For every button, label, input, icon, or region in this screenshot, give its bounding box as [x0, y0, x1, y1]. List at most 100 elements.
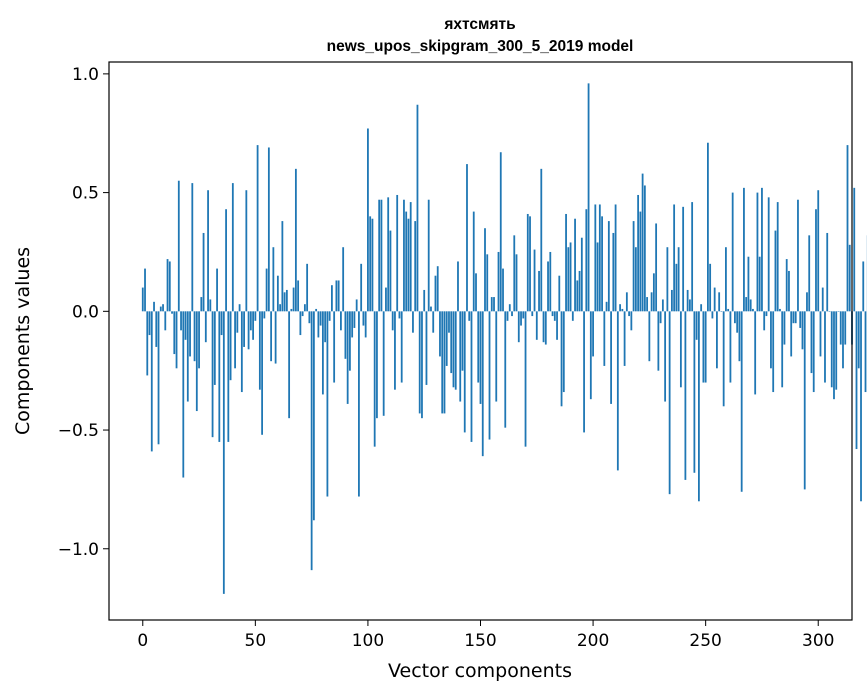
bar-251 — [707, 142, 709, 312]
bar-77 — [315, 308, 318, 312]
bar-219 — [634, 247, 637, 312]
bar-307 — [833, 311, 835, 400]
bar-116 — [403, 199, 405, 312]
bar-272 — [754, 311, 757, 395]
bar-186 — [560, 311, 563, 407]
bar-296 — [808, 235, 811, 312]
bar-58 — [272, 247, 275, 312]
bar-32 — [213, 311, 216, 385]
bar-84 — [331, 285, 333, 312]
x-axis-ticks: 0 50 100 150 200 250 300 — [137, 620, 834, 651]
bar-115 — [400, 311, 403, 383]
bar-78 — [317, 311, 320, 338]
bar-65 — [288, 311, 291, 419]
bar-228 — [655, 223, 658, 312]
bar-225 — [648, 311, 651, 362]
bar-82 — [326, 311, 329, 497]
bar-24 — [195, 311, 198, 412]
bar-237 — [675, 263, 678, 312]
bar-62 — [281, 221, 284, 312]
bar-93 — [351, 311, 354, 338]
bar-300 — [817, 190, 820, 312]
bar-165 — [513, 235, 516, 312]
bar-28 — [204, 311, 207, 343]
bar-276 — [763, 311, 766, 331]
bar-178 — [542, 311, 545, 343]
bar-166 — [515, 254, 518, 312]
bar-27 — [202, 232, 205, 312]
bar-197 — [585, 209, 588, 312]
bar-113 — [396, 194, 399, 312]
bar-36 — [222, 311, 225, 594]
bar-159 — [499, 152, 502, 312]
bar-230 — [659, 311, 662, 324]
bar-45 — [243, 311, 245, 347]
bar-215 — [625, 292, 628, 312]
x-tick-label: 200 — [577, 631, 609, 651]
bar-213 — [621, 308, 624, 312]
x-tick-label: 300 — [802, 631, 834, 651]
bar-172 — [529, 216, 531, 312]
bar-38 — [227, 311, 230, 442]
bar-54 — [263, 311, 266, 319]
bar-95 — [355, 299, 358, 312]
bar-208 — [610, 311, 612, 404]
bar-192 — [574, 218, 576, 312]
bar-127 — [427, 199, 430, 312]
bar-143 — [463, 311, 466, 433]
bar-163 — [508, 304, 511, 312]
bar-239 — [679, 311, 682, 388]
bar-180 — [547, 261, 549, 312]
bar-277 — [765, 311, 768, 317]
bar-34 — [218, 311, 221, 442]
bar-248 — [700, 304, 703, 312]
bar-242 — [686, 289, 689, 312]
bar-157 — [495, 311, 498, 402]
bar-150 — [479, 311, 482, 404]
bar-241 — [684, 311, 687, 480]
bar-294 — [803, 311, 806, 490]
bar-196 — [583, 311, 585, 433]
bar-175 — [535, 311, 538, 340]
bar-271 — [752, 308, 754, 312]
bar-281 — [774, 230, 777, 312]
bar-80 — [321, 311, 324, 395]
bar-232 — [664, 311, 667, 402]
bar-302 — [821, 287, 824, 312]
bar-253 — [711, 311, 714, 319]
bar-170 — [524, 311, 527, 447]
bar-7 — [157, 311, 160, 445]
y-axis-ticks: −1.0 −0.5 0.0 0.5 1.0 — [58, 65, 109, 560]
bar-41 — [234, 311, 236, 369]
bar-292 — [799, 311, 802, 328]
bar-308 — [835, 311, 838, 390]
bar-207 — [607, 221, 610, 312]
bar-14 — [173, 311, 176, 355]
bar-318 — [857, 311, 860, 369]
bar-2 — [146, 311, 149, 376]
bar-182 — [551, 311, 554, 317]
bar-35 — [220, 311, 223, 336]
bar-199 — [589, 311, 592, 400]
bar-306 — [830, 311, 833, 388]
bar-4 — [150, 311, 153, 452]
bar-51 — [256, 145, 259, 312]
bar-240 — [682, 206, 685, 312]
bar-16 — [177, 180, 180, 312]
bar-204 — [601, 216, 603, 312]
bar-63 — [283, 292, 286, 312]
bar-171 — [526, 213, 529, 312]
y-tick-label: −0.5 — [58, 421, 99, 441]
bar-135 — [445, 311, 448, 366]
bar-235 — [670, 289, 673, 312]
bar-233 — [666, 247, 669, 312]
bar-280 — [772, 311, 775, 393]
bar-138 — [452, 311, 455, 388]
bar-249 — [702, 311, 705, 383]
bar-50 — [254, 311, 257, 321]
bar-269 — [747, 256, 750, 312]
bar-13 — [171, 311, 173, 314]
bar-22 — [191, 183, 194, 312]
bar-140 — [457, 261, 459, 312]
bar-1 — [144, 268, 146, 312]
